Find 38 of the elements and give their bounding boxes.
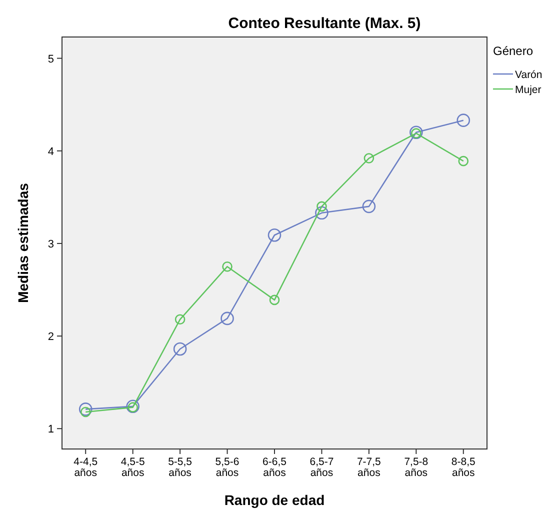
x-tick-label: 5-5,5 años [168, 456, 192, 479]
point [220, 312, 234, 326]
y-axis-title: Medias estimadas [15, 182, 31, 303]
x-tick-label: 4-4,5 años [74, 456, 98, 479]
point [410, 126, 423, 140]
point [269, 294, 280, 306]
point [126, 400, 140, 414]
x-tick-label: 6-6,5 años [262, 456, 287, 479]
point [268, 228, 282, 242]
legend-label: Mujer [515, 84, 542, 96]
x-tick-label: 6,5-7 años [310, 456, 334, 479]
y-tick-label: 1 [48, 424, 54, 436]
chart-title: Conteo Resultante (Max. 5) [228, 15, 421, 32]
point [222, 261, 232, 272]
point [458, 156, 469, 166]
point [80, 406, 91, 418]
point [173, 342, 187, 356]
x-tick-label: 7-7,5 años [356, 456, 382, 479]
x-tick-label: 8-8,5 años [451, 456, 476, 479]
point [411, 128, 422, 138]
legend-label: Varón [515, 69, 542, 81]
x-tick-label: 5,5-6 años [215, 456, 240, 479]
point [174, 314, 186, 325]
point [315, 206, 328, 220]
point [456, 114, 470, 127]
y-tick-label: 3 [48, 238, 54, 250]
y-tick-label: 2 [48, 331, 54, 344]
point [128, 402, 138, 412]
x-axis-title: Rango de edad [224, 492, 325, 508]
point [364, 153, 374, 164]
y-tick-label: 5 [48, 53, 54, 66]
legend-title: Género [493, 44, 534, 58]
point [316, 201, 327, 212]
x-tick-label: 7,5-8 años [404, 456, 428, 479]
point [362, 200, 376, 214]
y-tick-label: 4 [48, 146, 54, 158]
point [78, 402, 92, 416]
x-tick-label: 4,5-5 años [120, 456, 145, 479]
